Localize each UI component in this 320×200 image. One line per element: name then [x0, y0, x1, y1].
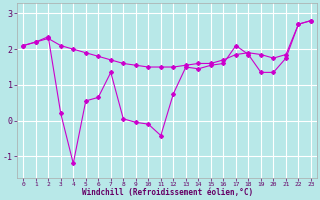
X-axis label: Windchill (Refroidissement éolien,°C): Windchill (Refroidissement éolien,°C)	[82, 188, 253, 197]
